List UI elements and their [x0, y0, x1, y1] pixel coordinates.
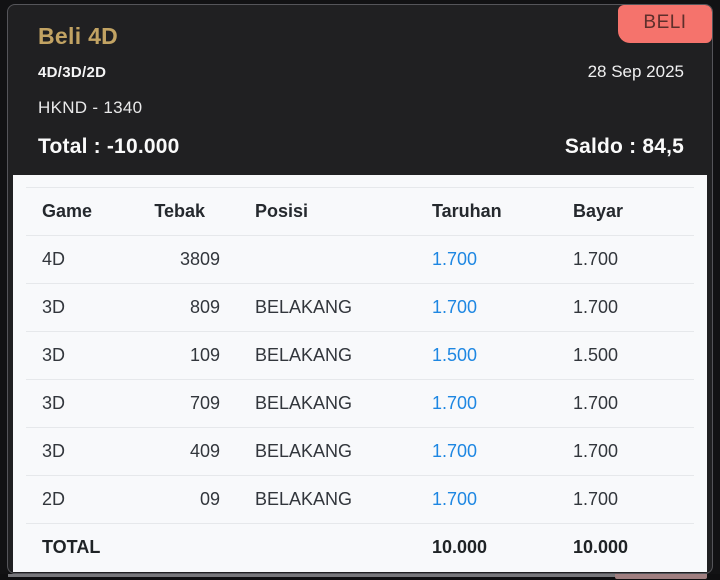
cell-taruhan-link[interactable]: 1.700: [432, 297, 478, 317]
column-header-taruhan: Taruhan: [432, 201, 502, 221]
table-header-row: Game Tebak Posisi Taruhan Bayar: [26, 188, 694, 236]
next-card-top-edge: [0, 574, 720, 580]
cell-tebak: 409: [189, 441, 220, 461]
cell-tebak: 09: [199, 489, 220, 509]
total-taruhan-value: 10.000: [432, 537, 488, 557]
column-header-game: Game: [42, 201, 93, 221]
cell-posisi: BELAKANG: [255, 441, 353, 461]
cell-posisi: BELAKANG: [255, 297, 353, 317]
cell-tebak: 809: [189, 297, 220, 317]
cell-bayar: 1.700: [573, 489, 619, 509]
cell-posisi: BELAKANG: [255, 393, 353, 413]
saldo-amount: Saldo : 84,5: [564, 135, 684, 158]
column-header-bayar: Bayar: [573, 201, 624, 221]
bet-slip-card: BELI Beli 4D 4D/3D/2D 28 Sep 2025 HKND -…: [7, 4, 713, 574]
cell-game: 3D: [42, 393, 66, 413]
cell-bayar: 1.700: [573, 297, 619, 317]
next-card-border: [8, 574, 615, 577]
column-header-tebak: Tebak: [154, 201, 205, 221]
cell-bayar: 1.700: [573, 441, 619, 461]
cell-posisi: BELAKANG: [255, 345, 353, 365]
market-round-label: HKND - 1340: [38, 98, 143, 117]
cell-bayar: 1.700: [573, 393, 619, 413]
cell-bayar: 1.700: [573, 249, 619, 269]
header-totals-row: Total : -10.000 Saldo : 84,5: [38, 133, 684, 161]
cell-game: 4D: [42, 249, 66, 269]
bet-slip-header: Beli 4D 4D/3D/2D 28 Sep 2025 HKND - 1340…: [8, 5, 712, 175]
cell-taruhan-link[interactable]: 1.700: [432, 393, 478, 413]
total-posisi-empty: [220, 524, 420, 572]
table-row: 4D 3809 1.700 1.700: [26, 236, 694, 284]
cell-posisi: BELAKANG: [255, 489, 353, 509]
cell-tebak: 109: [189, 345, 220, 365]
total-label: TOTAL: [42, 537, 101, 557]
table-row: 3D 809 BELAKANG 1.700 1.700: [26, 284, 694, 332]
bets-table: Game Tebak Posisi Taruhan Bayar 4D 3809 1.…: [26, 187, 694, 571]
page-title: Beli 4D: [38, 23, 119, 49]
cell-tebak: 3809: [179, 249, 220, 269]
bets-table-panel: Game Tebak Posisi Taruhan Bayar 4D 3809 1.…: [13, 175, 707, 572]
table-row: 2D 09 BELAKANG 1.700 1.700: [26, 476, 694, 524]
total-amount: Total : -10.000: [38, 135, 180, 158]
cell-game: 3D: [42, 441, 66, 461]
game-types-label: 4D/3D/2D: [38, 64, 107, 81]
next-beli-button-peek: [615, 574, 707, 579]
header-row-game-date: 4D/3D/2D 28 Sep 2025: [38, 61, 684, 84]
cell-taruhan-link[interactable]: 1.500: [432, 345, 478, 365]
draw-date: 28 Sep 2025: [587, 62, 684, 81]
cell-posisi: [220, 236, 420, 284]
table-row: 3D 709 BELAKANG 1.700 1.700: [26, 380, 694, 428]
table-row: 3D 409 BELAKANG 1.700 1.700: [26, 428, 694, 476]
total-tebak-empty: [122, 524, 220, 572]
cell-bayar: 1.500: [573, 345, 619, 365]
total-bayar-value: 10.000: [573, 537, 629, 557]
column-header-posisi: Posisi: [255, 201, 309, 221]
cell-taruhan-link[interactable]: 1.700: [432, 249, 478, 269]
table-total-row: TOTAL 10.000 10.000: [26, 524, 694, 572]
cell-game: 3D: [42, 297, 66, 317]
cell-tebak: 709: [189, 393, 220, 413]
cell-game: 2D: [42, 489, 66, 509]
table-row: 3D 109 BELAKANG 1.500 1.500: [26, 332, 694, 380]
beli-button[interactable]: BELI: [618, 5, 712, 43]
cell-taruhan-link[interactable]: 1.700: [432, 489, 478, 509]
cell-game: 3D: [42, 345, 66, 365]
cell-taruhan-link[interactable]: 1.700: [432, 441, 478, 461]
